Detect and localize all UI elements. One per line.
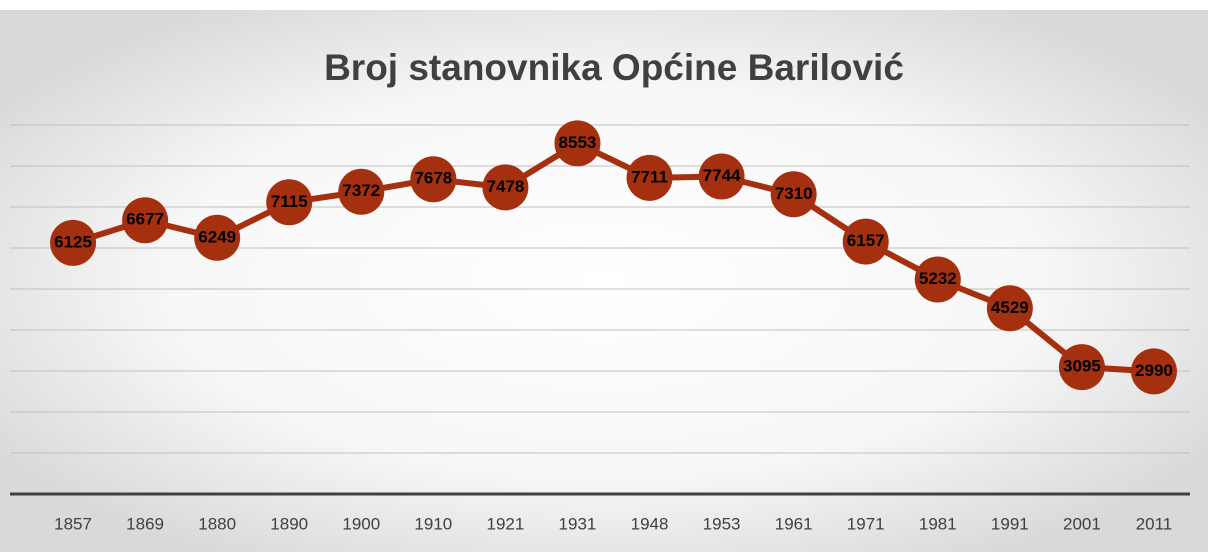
marker: [698, 153, 745, 200]
data-label: 5232: [919, 269, 957, 288]
marker: [194, 214, 241, 261]
marker: [626, 154, 673, 201]
x-tick-label: 1880: [198, 514, 236, 533]
x-tick-label: 1948: [631, 514, 669, 533]
chart-background: [0, 10, 1208, 552]
data-label: 7711: [631, 167, 668, 186]
marker: [266, 179, 313, 226]
marker: [554, 120, 601, 167]
data-label: 7744: [703, 166, 741, 185]
chart-title: Broj stanovnika Općine Barilović: [324, 47, 904, 88]
data-label: 2990: [1135, 361, 1173, 380]
marker: [986, 285, 1033, 332]
marker: [1058, 344, 1105, 391]
x-tick-label: 1961: [775, 514, 813, 533]
x-tick-label: 1910: [414, 514, 452, 533]
data-label: 3095: [1063, 357, 1101, 376]
marker: [338, 168, 385, 215]
marker: [842, 218, 889, 265]
x-tick-label: 1890: [270, 514, 308, 533]
x-tick-label: 1953: [703, 514, 741, 533]
marker: [410, 156, 457, 203]
x-tick-label: 1900: [342, 514, 380, 533]
marker: [1130, 348, 1177, 395]
marker: [482, 164, 529, 211]
data-label: 6125: [54, 232, 92, 251]
x-tick-label: 1857: [54, 514, 92, 533]
data-label: 4529: [991, 298, 1029, 317]
data-label: 7678: [414, 169, 452, 188]
marker: [50, 219, 97, 266]
data-label: 6157: [847, 231, 885, 250]
x-tick-label: 1931: [559, 514, 597, 533]
data-label: 7478: [486, 177, 524, 196]
x-tick-label: 1981: [919, 514, 957, 533]
x-tick-label: 1921: [486, 514, 524, 533]
x-tick-label: 1991: [991, 514, 1029, 533]
marker: [770, 171, 817, 218]
data-label: 6249: [198, 227, 236, 246]
data-label: 7372: [342, 181, 380, 200]
x-tick-label: 1869: [126, 514, 164, 533]
marker: [914, 256, 961, 303]
data-label: 8553: [559, 133, 597, 152]
x-tick-label: 2001: [1063, 514, 1101, 533]
marker: [122, 197, 169, 244]
x-tick-label: 2011: [1136, 514, 1173, 533]
data-label: 7115: [271, 192, 308, 211]
data-label: 6677: [126, 210, 164, 229]
x-tick-label: 1971: [847, 514, 885, 533]
data-label: 7310: [775, 184, 813, 203]
line: [72, 140, 1155, 375]
